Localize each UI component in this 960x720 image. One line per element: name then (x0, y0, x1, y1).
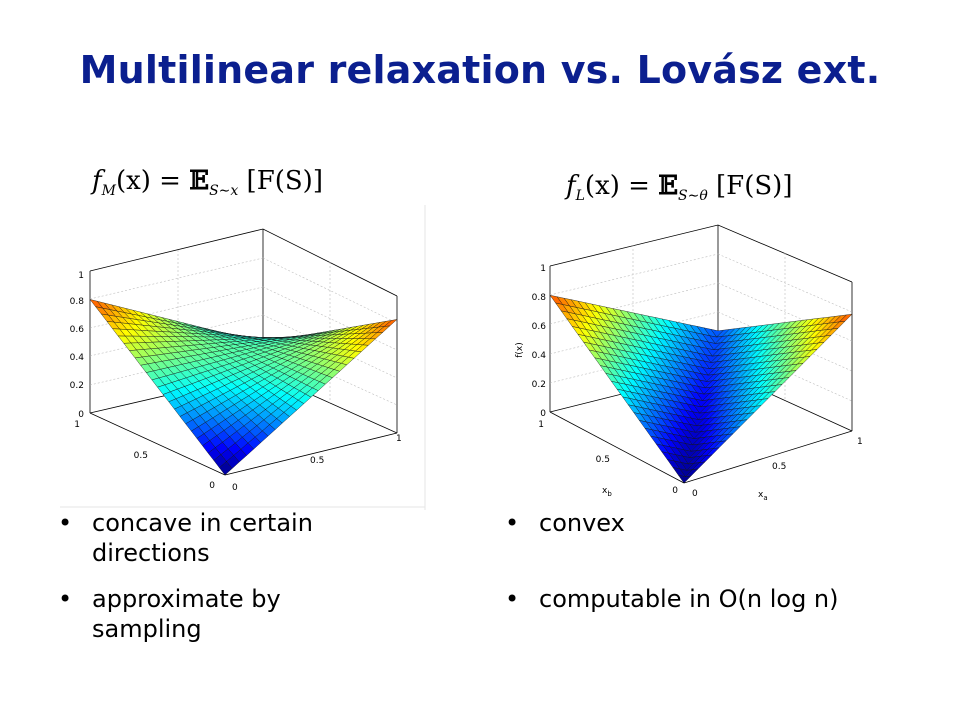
z-tick: 0 (78, 410, 84, 420)
lovasz-surface-plot: 0 0.2 0.4 0.6 0.8 1 f(x) 1 0.5 0 xb 0 0.… (515, 224, 863, 502)
bullet-dot: • (58, 585, 73, 613)
xb-tick: 1 (538, 420, 544, 430)
xa-tick: 0 (232, 483, 238, 493)
multilinear-surface (89, 299, 398, 476)
formula-expectation: 𝔼 (658, 171, 679, 201)
z-tick: 0.8 (532, 293, 547, 303)
z-tick: 0.4 (532, 351, 547, 361)
formula-f-sub: L (575, 188, 585, 205)
xa-tick: 0.5 (310, 456, 324, 466)
bullet-dot: • (58, 509, 73, 537)
xb-tick: 1 (74, 420, 80, 430)
z-tick: 0.8 (70, 297, 85, 307)
lovasz-formula: fL(x) = 𝔼S∼θ [F(S)] (566, 171, 792, 204)
formula-expectation-sub: S∼θ (678, 188, 708, 205)
surface-patch (677, 474, 692, 484)
bullet-item: • convex (505, 508, 925, 538)
formula-expectation-sub: S∼x (209, 183, 239, 200)
xa-tick: 0 (692, 489, 698, 499)
xa-tick: 1 (396, 434, 402, 444)
z-tick: 0.2 (70, 381, 84, 391)
formula-args: (x) = (584, 171, 659, 201)
z-tick: 0 (540, 409, 546, 419)
z-axis-label: f(x) (515, 342, 525, 358)
xa-label: x (758, 490, 764, 500)
bullet-item: • concave in certain directions (58, 508, 348, 568)
multilinear-formula: fM(x) = 𝔼S∼x [F(S)] (92, 166, 323, 199)
xb-tick: 0 (672, 486, 678, 496)
bullet-item: • computable in O(n log n) (505, 584, 925, 614)
lovasz-surface (549, 294, 853, 484)
bullet-text: concave in certain directions (92, 509, 313, 567)
formula-rest: [F(S)] (707, 171, 793, 201)
xa-label-sub: a (763, 494, 767, 502)
xb-tick: 0 (209, 481, 215, 491)
bullet-text: approximate by sampling (92, 585, 281, 643)
bullet-dot: • (505, 585, 520, 613)
bullet-item: • approximate by sampling (58, 584, 348, 644)
xa-tick: 1 (857, 437, 863, 447)
bullet-dot: • (505, 509, 520, 537)
z-tick: 0.6 (532, 322, 547, 332)
left-bullet-list: • concave in certain directions • approxim… (58, 508, 348, 644)
bullet-text: computable in O(n log n) (539, 585, 839, 613)
z-tick: 0.2 (532, 380, 546, 390)
right-bullet-list: • convex • computable in O(n log n) (505, 508, 925, 614)
xb-tick: 0.5 (134, 451, 148, 461)
xb-label-sub: b (607, 490, 612, 498)
xa-axis-label: xa (758, 490, 768, 502)
xb-axis-label: xb (602, 486, 612, 498)
formula-expectation: 𝔼 (189, 166, 210, 196)
z-tick: 1 (540, 264, 546, 274)
multilinear-surface-plot: 0 0.2 0.4 0.6 0.8 1 1 0.5 0 0 0.5 1 (60, 205, 426, 510)
z-tick: 0.6 (70, 325, 85, 335)
formula-args: (x) = (115, 166, 190, 196)
formula-f: f (92, 166, 102, 196)
formula-rest: [F(S)] (238, 166, 323, 196)
surface-patch (219, 461, 233, 476)
slide-title: Multilinear relaxation vs. Lovász ext. (79, 48, 881, 92)
xa-tick: 0.5 (772, 462, 786, 472)
xb-tick: 0.5 (596, 455, 610, 465)
xb-label: x (602, 486, 608, 496)
z-tick: 0.4 (70, 353, 85, 363)
formula-f: f (566, 171, 576, 201)
bullet-text: convex (539, 509, 625, 537)
z-tick: 1 (78, 271, 84, 281)
formula-f-sub: M (101, 183, 116, 200)
